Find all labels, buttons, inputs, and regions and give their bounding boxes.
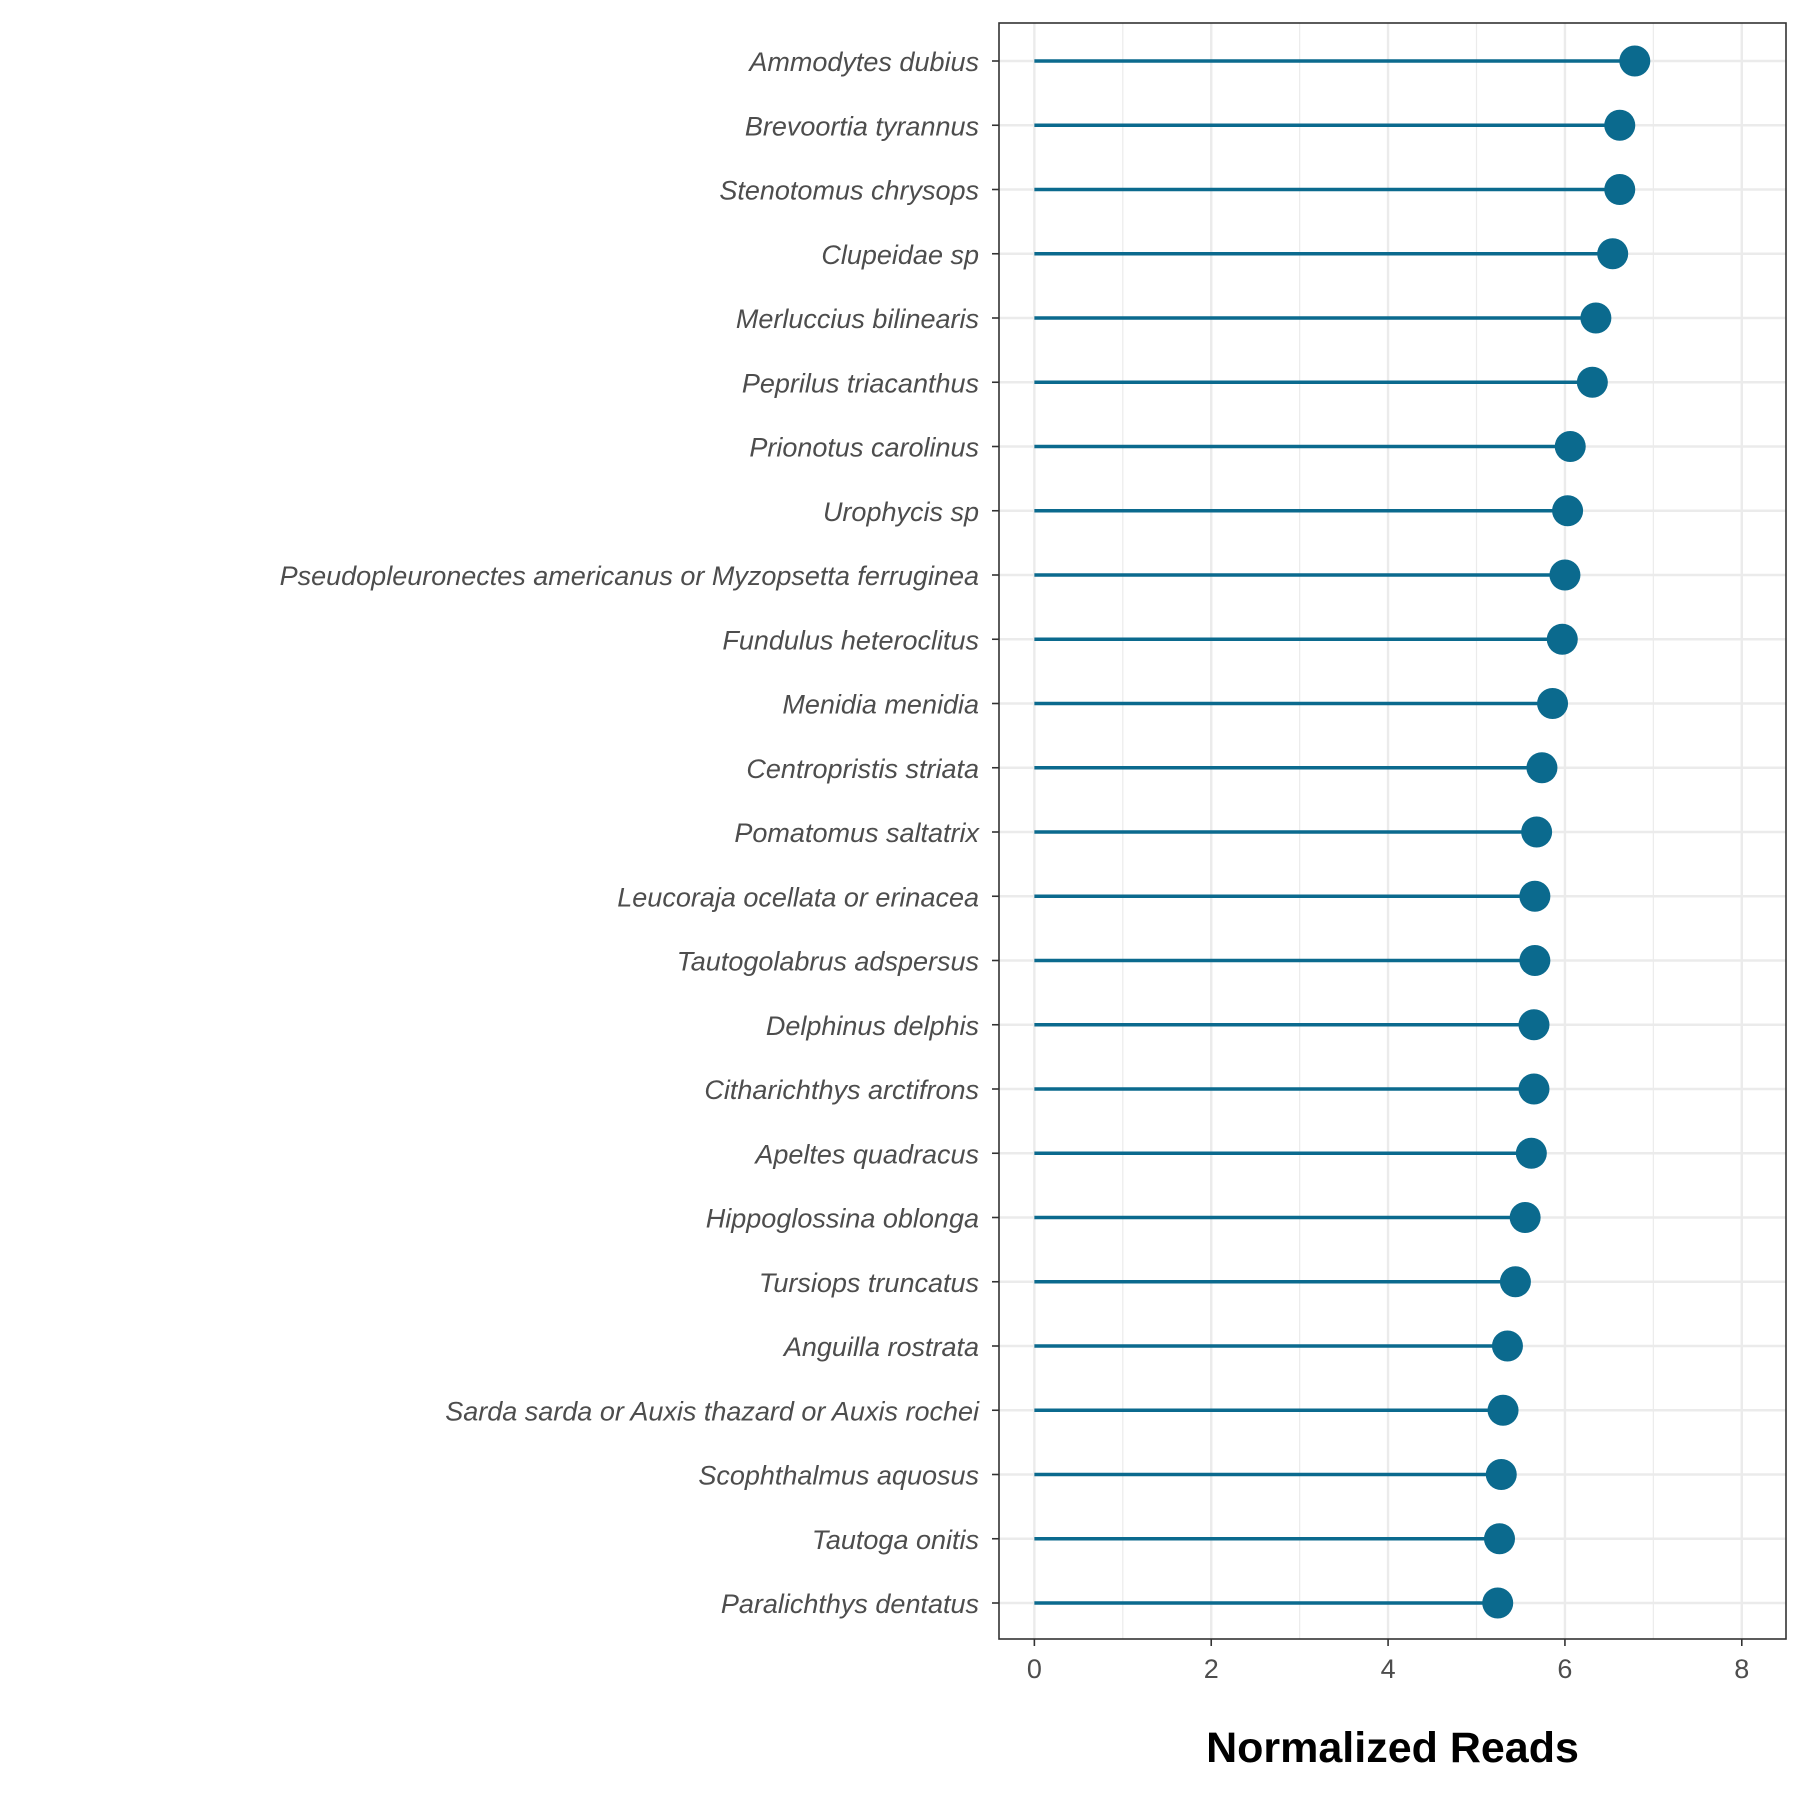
category-label: Hippoglossina oblonga	[706, 1204, 979, 1234]
lollipop-dot	[1483, 1523, 1515, 1555]
lollipop-dot	[1499, 1266, 1531, 1298]
x-tick-label: 2	[1204, 1654, 1219, 1684]
lollipop-dot	[1485, 1459, 1517, 1490]
category-label: Urophycis sp	[823, 497, 979, 527]
category-label: Prionotus carolinus	[749, 433, 979, 463]
category-label: Paralichthys dentatus	[721, 1589, 979, 1619]
category-label: Clupeidae sp	[821, 240, 979, 270]
lollipop-stems	[1034, 59, 1635, 1605]
category-label: Tursiops truncatus	[759, 1268, 979, 1298]
category-label: Stenotomus chrysops	[719, 176, 979, 206]
lollipop-dot	[1597, 238, 1629, 270]
category-label: Citharichthys arctifrons	[704, 1075, 979, 1105]
lollipop-dot	[1537, 688, 1569, 719]
lollipop-dot	[1580, 302, 1612, 334]
lollipop-dot	[1519, 880, 1551, 912]
category-label: Apeltes quadracus	[753, 1139, 979, 1169]
lollipop-dot	[1509, 1202, 1541, 1233]
lollipop-dot	[1604, 109, 1636, 141]
lollipop-dot	[1549, 559, 1581, 591]
x-tick-label: 6	[1557, 1654, 1572, 1684]
x-axis-title: Normalized Reads	[1206, 1724, 1579, 1772]
plot-panel-border	[998, 22, 1787, 1640]
category-label: Tautoga onitis	[812, 1525, 979, 1555]
lollipop-dot	[1526, 752, 1558, 784]
y-axis-ticks: Ammodytes dubius Brevoortia tyrannus Steno…	[280, 47, 999, 1619]
category-label: Scophthalmus aquosus	[698, 1461, 979, 1491]
x-tick-label: 4	[1381, 1654, 1396, 1684]
category-label: Fundulus heteroclitus	[722, 625, 979, 655]
category-label: Leucoraja ocellata or erinacea	[617, 882, 979, 912]
category-label: Ammodytes dubius	[747, 47, 979, 77]
category-label: Menidia menidia	[782, 690, 979, 720]
category-label: Brevoortia tyrannus	[745, 111, 979, 141]
x-axis-ticks: 0 2 4 6 8	[1027, 1639, 1749, 1684]
category-label: Merluccius bilinearis	[736, 304, 979, 334]
category-label: Pseudopleuronectes americanus or Myzopse…	[280, 561, 979, 591]
category-label: Sarda sarda or Auxis thazard or Auxis ro…	[445, 1396, 980, 1426]
category-label: Pomatomus saltatrix	[734, 818, 980, 848]
lollipop-dot	[1491, 1330, 1523, 1362]
lollipop-dot	[1482, 1587, 1514, 1619]
lollipop-dot	[1487, 1394, 1519, 1426]
lollipop-dot	[1519, 945, 1551, 976]
lollipop-dot	[1546, 623, 1578, 655]
category-label: Centropristis striata	[746, 754, 979, 784]
lollipop-dot	[1576, 366, 1608, 398]
lollipop-dot	[1518, 1009, 1550, 1041]
category-label: Peprilus triacanthus	[742, 368, 979, 398]
lollipop-dot	[1518, 1073, 1550, 1105]
lollipop-dot	[1554, 431, 1586, 462]
lollipop-dot	[1515, 1137, 1547, 1169]
x-tick-label: 8	[1734, 1654, 1749, 1684]
category-label: Delphinus delphis	[766, 1011, 979, 1041]
lollipop-dot	[1604, 174, 1636, 205]
lollipop-dot	[1552, 495, 1584, 527]
x-tick-label: 0	[1027, 1654, 1042, 1684]
category-label: Anguilla rostrata	[782, 1332, 979, 1362]
lollipop-dots	[1482, 45, 1651, 1619]
lollipop-dot	[1619, 45, 1651, 77]
category-label: Tautogolabrus adspersus	[677, 947, 979, 977]
lollipop-dot	[1521, 816, 1553, 848]
